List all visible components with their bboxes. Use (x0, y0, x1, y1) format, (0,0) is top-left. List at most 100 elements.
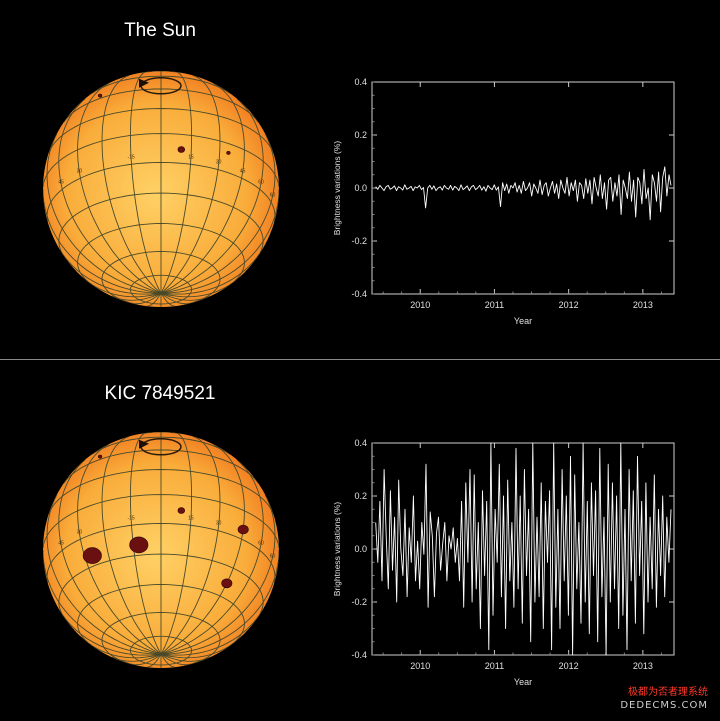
grid-label: 15 (188, 515, 194, 521)
kic-brightness-chart: -0.4 -0.2 0.0 0.2 0.4 2010 2011 2012 2013 Year Bri… (332, 438, 675, 687)
longitude-line (131, 292, 162, 305)
longitude-line (160, 432, 192, 655)
starspot (97, 93, 103, 98)
brightness-series-line (375, 166, 672, 221)
y-tick-label: 0.0 (354, 183, 367, 193)
longitude-line (160, 133, 276, 294)
lat-lon-grid (43, 432, 279, 668)
longitude-line (160, 494, 276, 655)
y-tick-label: -0.4 (351, 650, 367, 660)
x-tick-label: 2011 (485, 300, 504, 310)
y-axis-label: Brightness variations (%) (332, 502, 342, 597)
longitude-line (130, 432, 162, 655)
longitude-line (46, 133, 162, 294)
longitude-line (58, 98, 162, 294)
grid-label: 30 (77, 168, 83, 174)
longitude-line (58, 459, 162, 655)
y-tick-label: 0.4 (354, 438, 367, 448)
longitude-line (160, 75, 221, 294)
longitude-line (111, 653, 162, 662)
y-tick-label: 0.2 (354, 130, 367, 140)
y-tick-label: 0.2 (354, 491, 367, 501)
x-axis-label: Year (514, 677, 532, 687)
longitude-line (160, 248, 263, 295)
brightness-series-line (375, 442, 672, 656)
latitude-line (140, 71, 182, 74)
grid-label: 30 (216, 160, 222, 166)
sun-globe-illustration: 45 30 -15 15 30 45 60 60 (43, 71, 279, 307)
longitude-line (147, 292, 162, 307)
longitude-line (131, 653, 162, 666)
grid-label: 60 (258, 541, 264, 547)
starspot (221, 578, 233, 589)
y-tick-label: 0.4 (354, 77, 367, 87)
rotation-arrow-head (139, 439, 149, 449)
starspot (237, 524, 249, 535)
starspot (177, 507, 186, 514)
longitude-line (77, 444, 162, 655)
grid-label: -15 (127, 515, 134, 521)
longitude-line (101, 436, 162, 655)
x-tick-label: 2013 (633, 300, 653, 310)
longitude-line (160, 98, 264, 294)
longitude-line (160, 653, 175, 668)
x-tick-label: 2012 (559, 300, 579, 310)
longitude-line (160, 609, 263, 656)
longitude-line (160, 292, 191, 305)
longitude-line (160, 653, 211, 662)
grid-label: 30 (77, 529, 83, 535)
longitude-line (43, 188, 162, 294)
watermark: 极都为否者理系统 DEDECMS.COM (620, 686, 708, 712)
watermark-line2: DEDECMS.COM (620, 700, 708, 711)
x-tick-label: 2011 (485, 661, 504, 671)
starspot (97, 454, 103, 459)
longitude-line (160, 71, 192, 294)
longitude-line (160, 83, 245, 294)
longitude-line (43, 549, 162, 655)
longitude-line (160, 281, 234, 298)
grid-label: 45 (240, 168, 246, 174)
kic-title: KIC 7849521 (104, 383, 216, 404)
x-tick-label: 2013 (633, 661, 653, 671)
longitude-line (160, 444, 245, 655)
grid-label: 60 (270, 193, 276, 199)
y-tick-label: 0.0 (354, 544, 367, 554)
longitude-line (147, 653, 162, 668)
y-tick-label: -0.2 (351, 597, 367, 607)
longitude-line (130, 71, 162, 294)
longitude-line (160, 436, 221, 655)
rotation-arrow-head (139, 78, 149, 88)
starspot (226, 151, 231, 155)
longitude-line (101, 75, 162, 294)
starspot (177, 146, 186, 153)
longitude-line (160, 292, 211, 301)
sun-panel: The Sun 45 30 -15 15 30 45 60 60 -0.4 -0.2 0.0 0.2… (0, 0, 720, 360)
y-tick-label: -0.4 (351, 289, 367, 299)
starspot (129, 536, 149, 554)
longitude-line (59, 248, 162, 295)
longitude-line (88, 281, 162, 298)
grid-label: 45 (58, 541, 64, 547)
grid-label: -15 (127, 154, 134, 160)
x-axis-label: Year (514, 316, 532, 326)
starspot (82, 547, 102, 564)
longitude-line (160, 549, 279, 655)
longitude-line (111, 292, 162, 301)
longitude-line (160, 459, 264, 655)
lat-lon-grid (43, 71, 279, 307)
x-tick-label: 2010 (410, 661, 430, 671)
grid-label: 15 (188, 154, 194, 160)
longitude-line (88, 642, 162, 659)
longitude-line (77, 83, 162, 294)
x-tick-label: 2010 (410, 300, 430, 310)
longitude-line (160, 292, 175, 307)
longitude-line (160, 188, 279, 294)
longitude-line (160, 642, 234, 659)
sun-brightness-chart: -0.4 -0.2 0.0 0.2 0.4 2010 2011 2012 2013 Year Bri… (332, 77, 675, 326)
x-tick-label: 2012 (559, 661, 579, 671)
longitude-line (59, 609, 162, 656)
grid-label: 60 (258, 180, 264, 186)
longitude-line (46, 494, 162, 655)
